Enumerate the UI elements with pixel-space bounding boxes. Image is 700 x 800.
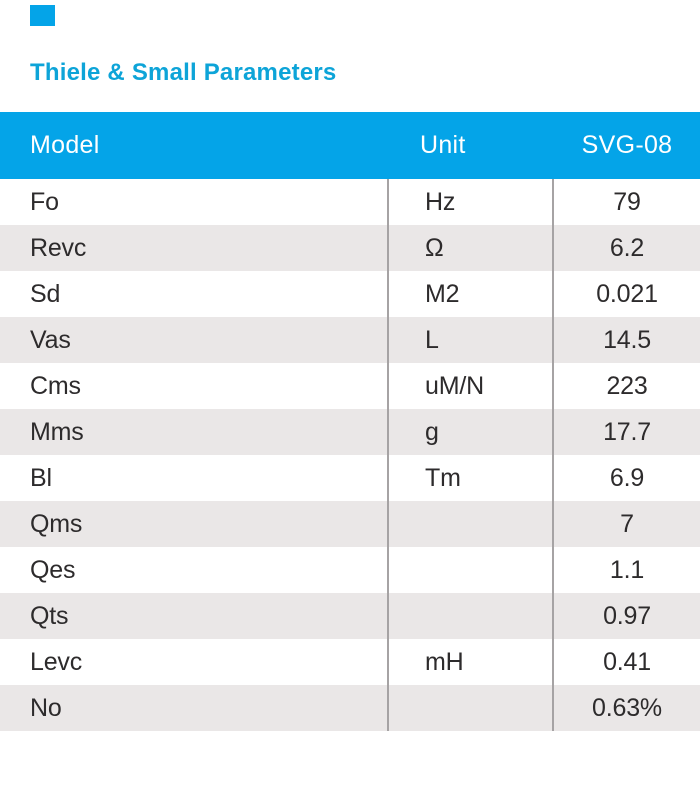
unit-cell-text: mH: [425, 647, 464, 676]
parameter-name-cell: Sd: [0, 271, 389, 317]
unit-cell: [389, 685, 554, 731]
value-cell-text: 0.41: [603, 647, 651, 676]
table-row: Fo Hz 79: [0, 179, 700, 225]
value-cell-text: 0.021: [596, 279, 658, 308]
value-cell-text: 223: [606, 371, 648, 400]
parameter-name-cell-text: Mms: [30, 417, 84, 446]
unit-cell: mH: [389, 639, 554, 685]
value-cell-text: 0.97: [603, 601, 651, 630]
value-cell: 7: [554, 501, 700, 547]
parameter-name-cell: Qts: [0, 593, 389, 639]
parameter-name-cell-text: Bl: [30, 463, 52, 492]
parameter-name-cell: Cms: [0, 363, 389, 409]
table-row: No 0.63%: [0, 685, 700, 731]
unit-cell-text: Hz: [425, 187, 456, 216]
parameter-name-cell: Qms: [0, 501, 389, 547]
table-header-row: Model Unit SVG-08: [0, 112, 700, 179]
parameter-name-cell: Bl: [0, 455, 389, 501]
parameter-name-cell: Mms: [0, 409, 389, 455]
parameter-name-cell: Levc: [0, 639, 389, 685]
header-cell-model: Model: [30, 131, 100, 159]
parameter-name-cell-text: Fo: [30, 187, 59, 216]
table-row: Cms uM/N 223: [0, 363, 700, 409]
unit-cell-text: g: [425, 417, 439, 446]
parameter-name-cell-text: No: [30, 693, 62, 722]
unit-cell: g: [389, 409, 554, 455]
table-row: Qms 7: [0, 501, 700, 547]
value-cell: 6.9: [554, 455, 700, 501]
parameter-name-cell-text: Qes: [30, 555, 76, 584]
unit-cell: L: [389, 317, 554, 363]
unit-cell: Tm: [389, 455, 554, 501]
parameter-name-cell-text: Cms: [30, 371, 81, 400]
parameter-name-cell-text: Qts: [30, 601, 69, 630]
unit-cell-text: L: [425, 325, 439, 354]
table-row: Vas L 14.5: [0, 317, 700, 363]
parameter-name-cell-text: Vas: [30, 325, 71, 354]
table-row: Qts 0.97: [0, 593, 700, 639]
unit-cell-text: Ω: [425, 233, 444, 262]
value-cell-text: 6.2: [609, 233, 645, 262]
header-cell-unit: Unit: [420, 131, 466, 159]
value-cell-text: 0.63%: [592, 693, 662, 722]
parameter-name-cell: Vas: [0, 317, 389, 363]
parameter-name-cell: No: [0, 685, 389, 731]
value-cell-text: 6.9: [609, 463, 645, 492]
parameter-name-cell-text: Levc: [30, 647, 83, 676]
parameter-name-cell: Fo: [0, 179, 389, 225]
parameter-name-cell-text: Sd: [30, 279, 61, 308]
value-cell: 1.1: [554, 547, 700, 593]
unit-cell: Hz: [389, 179, 554, 225]
unit-cell: [389, 501, 554, 547]
value-cell: 14.5: [554, 317, 700, 363]
table-row: Levc mH 0.41: [0, 639, 700, 685]
unit-cell: [389, 547, 554, 593]
unit-cell: [389, 593, 554, 639]
page-title: Thiele & Small Parameters: [30, 59, 337, 86]
value-cell: 0.021: [554, 271, 700, 317]
unit-cell: M2: [389, 271, 554, 317]
value-cell-text: 7: [620, 509, 634, 538]
value-cell: 0.97: [554, 593, 700, 639]
value-cell: 223: [554, 363, 700, 409]
table-row: Bl Tm 6.9: [0, 455, 700, 501]
table-row: Mms g 17.7: [0, 409, 700, 455]
parameter-name-cell-text: Qms: [30, 509, 83, 538]
unit-cell-text: M2: [425, 279, 460, 308]
value-cell-text: 1.1: [609, 555, 645, 584]
table-row: Sd M2 0.021: [0, 271, 700, 317]
parameter-name-cell-text: Revc: [30, 233, 87, 262]
value-cell-text: 14.5: [603, 325, 651, 354]
parameter-name-cell: Revc: [0, 225, 389, 271]
unit-cell-text: uM/N: [425, 371, 484, 400]
table-body: Fo Hz 79 Revc Ω 6.2 Sd M2 0.021 Vas L 14.5 Cms uM/N 22…: [0, 179, 700, 731]
table-row: Qes 1.1: [0, 547, 700, 593]
unit-cell: Ω: [389, 225, 554, 271]
parameter-name-cell: Qes: [0, 547, 389, 593]
header-cell-svg-08: SVG-08: [581, 131, 673, 159]
value-cell: 79: [554, 179, 700, 225]
table-row: Revc Ω 6.2: [0, 225, 700, 271]
value-cell: 17.7: [554, 409, 700, 455]
thiele-small-parameters-table: Model Unit SVG-08 Fo Hz 79 Revc Ω 6.2 Sd M2 0.02…: [0, 112, 700, 731]
value-cell: 6.2: [554, 225, 700, 271]
value-cell: 0.63%: [554, 685, 700, 731]
unit-cell: uM/N: [389, 363, 554, 409]
value-cell-text: 17.7: [603, 417, 651, 446]
unit-cell-text: Tm: [425, 463, 461, 492]
value-cell-text: 79: [613, 187, 641, 216]
brand-mark-icon: [30, 5, 55, 26]
value-cell: 0.41: [554, 639, 700, 685]
